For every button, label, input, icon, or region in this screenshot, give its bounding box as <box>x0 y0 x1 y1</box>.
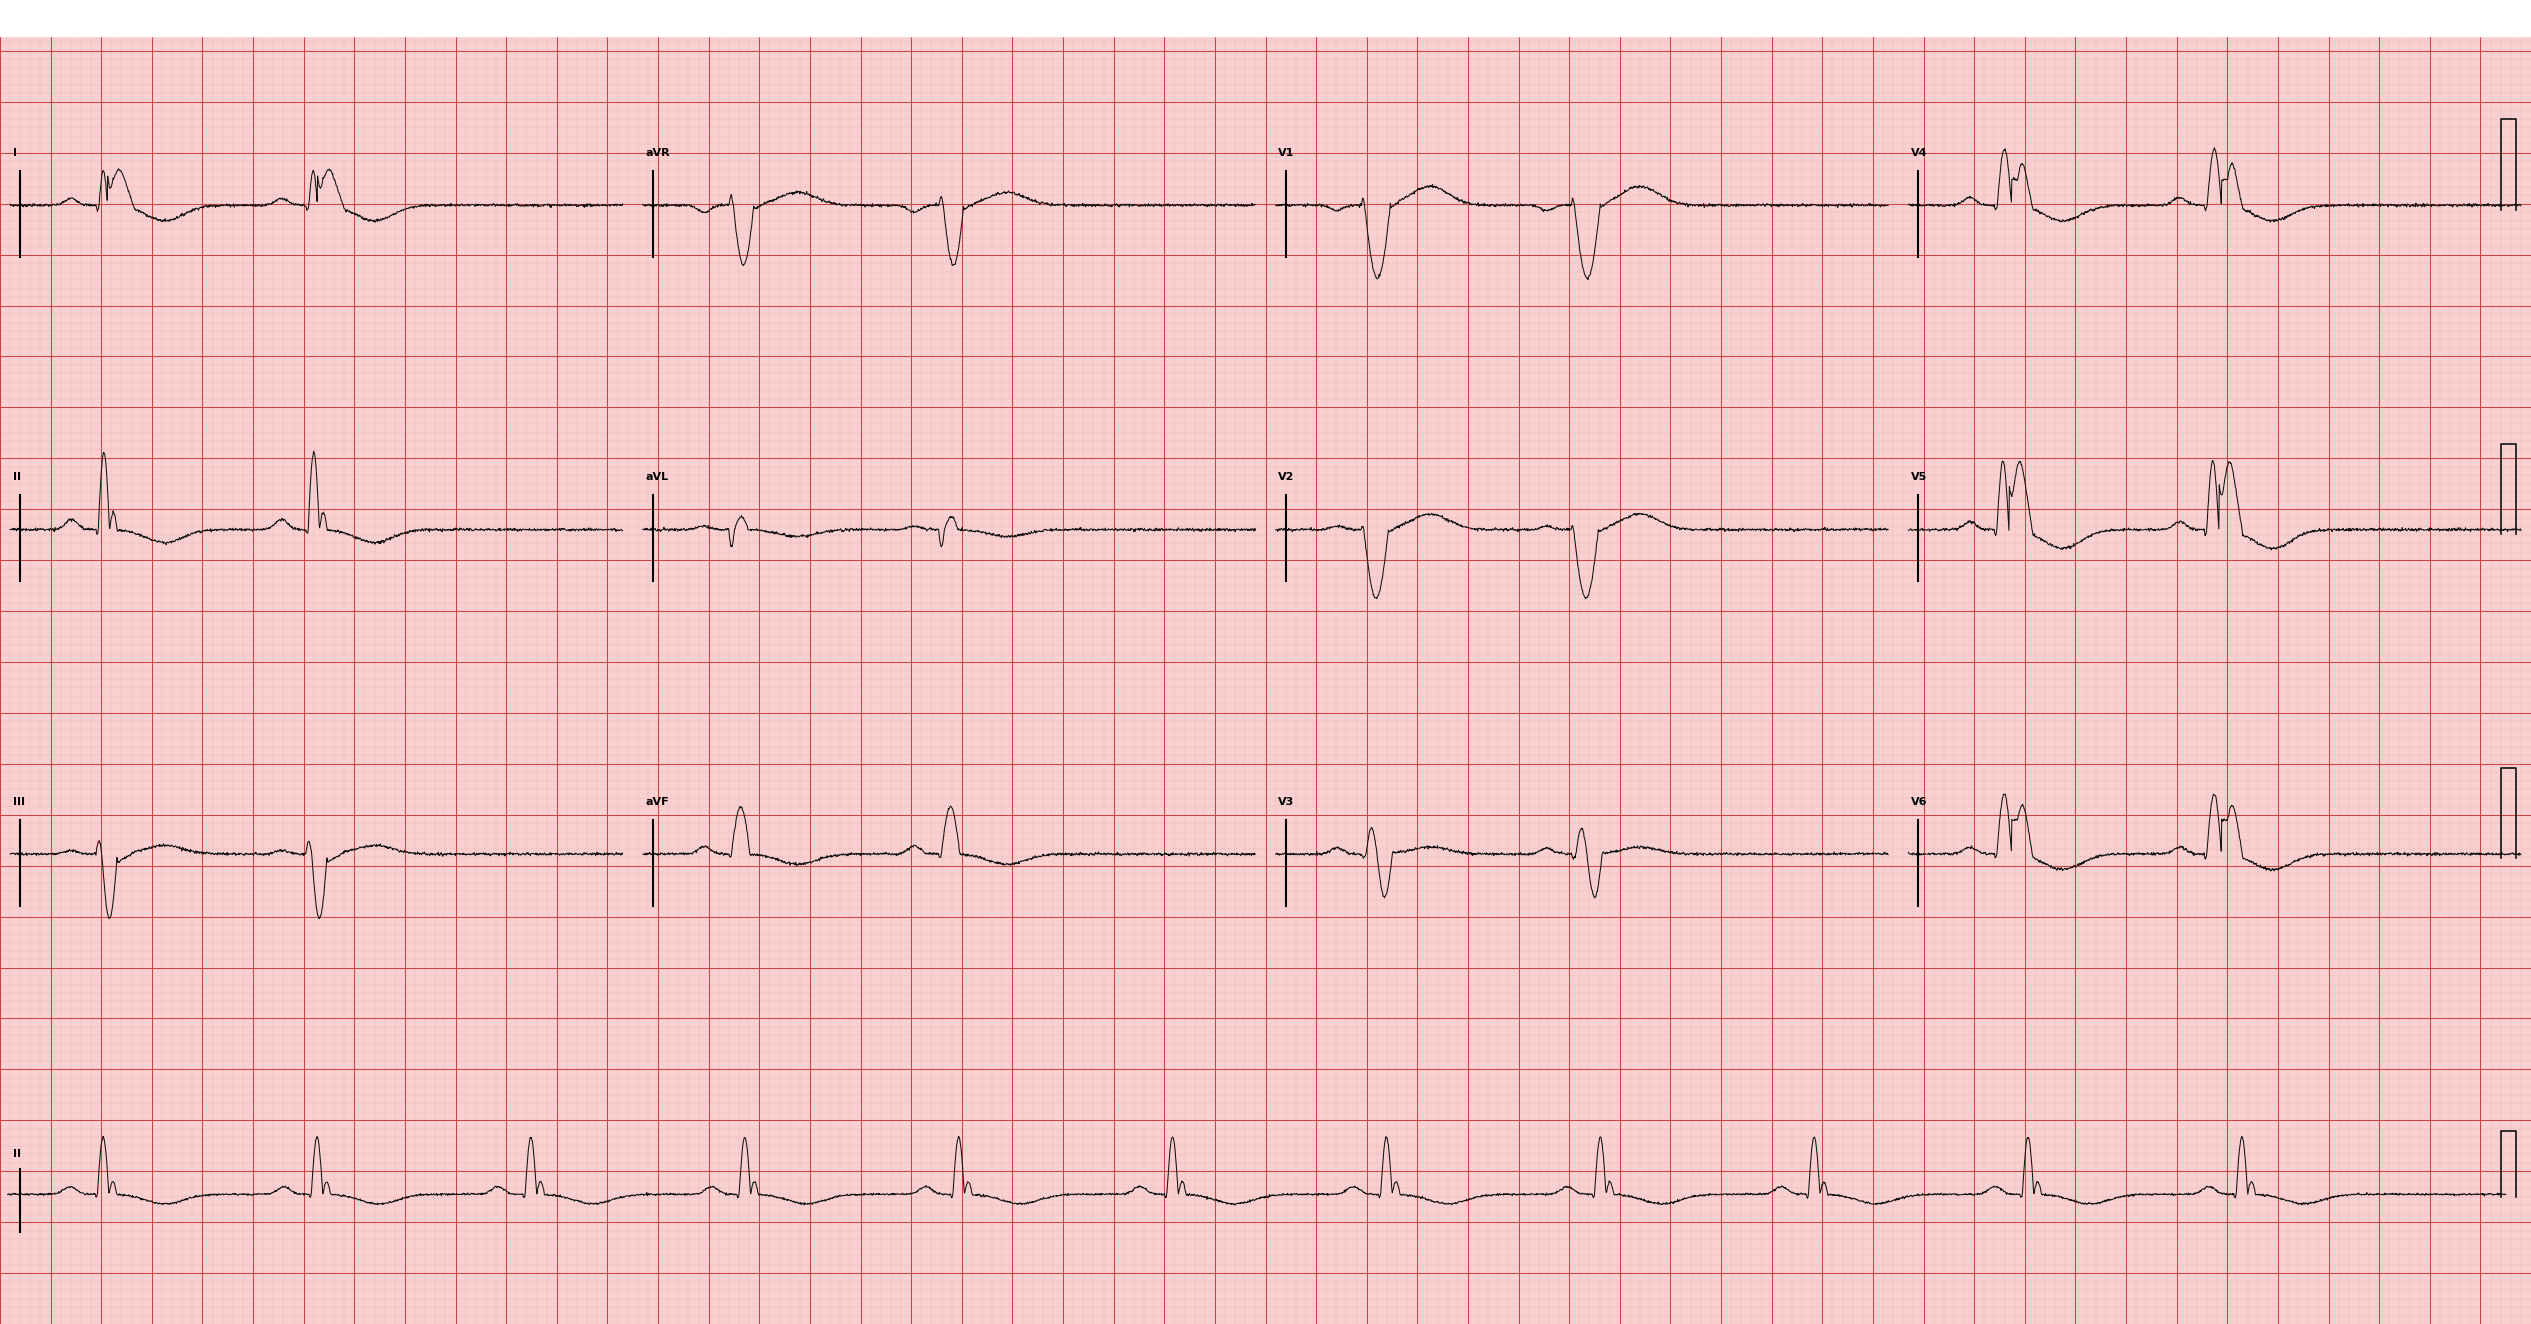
Text: V3: V3 <box>1278 797 1293 806</box>
Text: aVF: aVF <box>645 797 668 806</box>
Text: aVL: aVL <box>645 473 668 482</box>
Text: V2: V2 <box>1278 473 1293 482</box>
Text: V6: V6 <box>1911 797 1929 806</box>
Text: V4: V4 <box>1911 148 1929 158</box>
Text: V1: V1 <box>1278 148 1293 158</box>
Text: I: I <box>13 148 18 158</box>
Text: V5: V5 <box>1911 473 1926 482</box>
Bar <box>0 0 2531 36</box>
Text: aVR: aVR <box>645 148 671 158</box>
Text: II: II <box>13 1149 20 1160</box>
Text: III: III <box>13 797 25 806</box>
Text: II: II <box>13 473 20 482</box>
